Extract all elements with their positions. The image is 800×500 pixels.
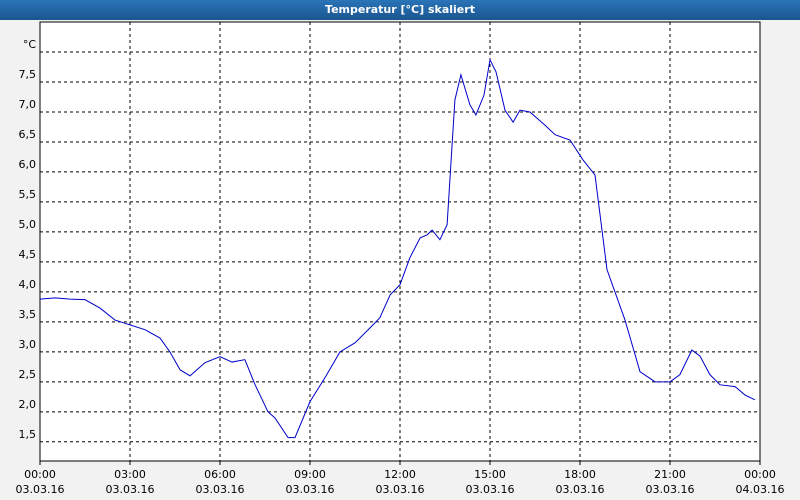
y-tick-label: 4,0 xyxy=(19,278,37,291)
y-tick-label: 5,0 xyxy=(19,218,37,231)
y-tick-label: 4,5 xyxy=(19,248,37,261)
x-tick-date: 03.03.16 xyxy=(286,483,335,496)
temperature-line xyxy=(39,58,756,439)
y-tick-label: 6,0 xyxy=(19,158,37,171)
y-tick-label: 3,5 xyxy=(19,308,37,321)
y-tick-label: 7,0 xyxy=(19,98,37,111)
x-tick-label: 21:00 xyxy=(654,468,686,481)
x-tick-label: 15:00 xyxy=(474,468,506,481)
x-tick-label: 06:00 xyxy=(204,468,236,481)
x-tick-label: 03:00 xyxy=(114,468,146,481)
x-tick-date: 03.03.16 xyxy=(466,483,515,496)
x-tick-date: 04.03.16 xyxy=(736,483,785,496)
y-tick-label: °C xyxy=(23,38,37,51)
x-tick-date: 03.03.16 xyxy=(376,483,425,496)
x-tick-label: 09:00 xyxy=(294,468,326,481)
y-tick-label: 5,5 xyxy=(19,188,37,201)
y-tick-label: 2,0 xyxy=(19,398,37,411)
y-tick-label: 3,0 xyxy=(19,338,37,351)
y-tick-label: 1,5 xyxy=(19,428,37,441)
x-tick-date: 03.03.16 xyxy=(556,483,605,496)
x-tick-date: 03.03.16 xyxy=(196,483,245,496)
x-tick-label: 00:00 xyxy=(24,468,56,481)
chart-title: Temperatur [°C] skaliert xyxy=(325,3,475,16)
x-tick-label: 12:00 xyxy=(384,468,416,481)
x-tick-date: 03.03.16 xyxy=(106,483,155,496)
y-tick-label: 2,5 xyxy=(19,368,37,381)
x-tick-label: 18:00 xyxy=(564,468,596,481)
y-tick-label: 7,5 xyxy=(19,68,37,81)
y-tick-label: 6,5 xyxy=(19,128,37,141)
x-tick-date: 03.03.16 xyxy=(646,483,695,496)
x-tick-label: 00:00 xyxy=(744,468,776,481)
x-tick-date: 03.03.16 xyxy=(16,483,65,496)
title-bar xyxy=(0,0,800,20)
